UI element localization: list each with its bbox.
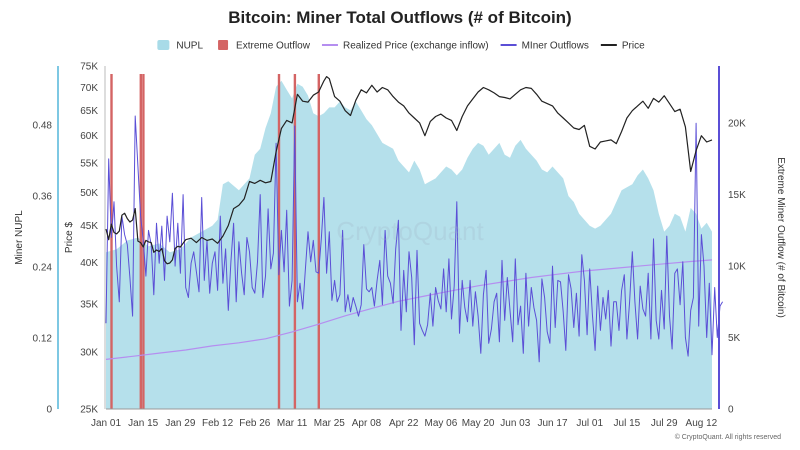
nupl-layer [106, 80, 712, 410]
outflow-tick-label: 0 [728, 405, 734, 416]
copyright-text: © CryptoQuant. All rights reserved [675, 433, 781, 441]
legend-label: MIner Outflows [522, 41, 589, 52]
x-tick-label: Apr 22 [389, 418, 419, 429]
price-tick-label: 75K [80, 62, 98, 73]
x-tick-label: Mar 25 [314, 418, 346, 429]
realized-price-layer [105, 259, 713, 360]
nupl-tick-label: 0.36 [33, 192, 53, 203]
extreme-outflow-bar-5 [317, 74, 320, 409]
legend-item-2: Realized Price (exchange inflow) [321, 41, 489, 52]
price-tick-label: 65K [80, 106, 98, 117]
x-tick-label: Jan 15 [128, 418, 158, 429]
price-tick-label: 50K [80, 188, 98, 199]
price-tick-label: 70K [80, 83, 98, 94]
x-tick-label: May 06 [425, 418, 458, 429]
watermark: CryptoQuant [336, 216, 484, 246]
price-tick-label: 25K [80, 405, 98, 416]
plot-area: CryptoQuant [105, 74, 724, 410]
x-tick-label: Jun 03 [500, 418, 530, 429]
x-tick-label: Feb 12 [202, 418, 234, 429]
x-tick-label: Mar 11 [277, 418, 308, 429]
outflow-tick-label: 5K [728, 333, 741, 344]
legend-swatch [218, 40, 229, 50]
legend-item-3: MIner Outflows [500, 41, 589, 52]
nupl-tick-label: 0.24 [33, 263, 53, 274]
nupl-axis-title: Miner NUPL [14, 210, 25, 265]
x-tick-label: Jul 15 [614, 418, 641, 429]
legend-label: Realized Price (exchange inflow) [343, 41, 489, 52]
legend-label: Extreme Outflow [236, 41, 311, 52]
x-tick-label: Jun 17 [537, 418, 567, 429]
price-tick-label: 45K [80, 221, 98, 232]
legend-item-0: NUPL [157, 40, 203, 52]
price-tick-label: 35K [80, 299, 98, 310]
outflow-tick-label: 15K [728, 190, 746, 201]
extreme-outflow-bar-4 [293, 74, 297, 409]
x-tick-label: Jul 01 [576, 418, 603, 429]
legend-label: Price [622, 41, 645, 52]
legend-label: NUPL [176, 41, 203, 52]
nupl-tick-label: 0 [46, 405, 52, 416]
extreme-outflow-bar-1 [139, 74, 142, 409]
nupl-tick-label: 0.12 [33, 334, 53, 345]
price-tick-label: 40K [80, 258, 98, 269]
x-tick-label: Jan 29 [165, 418, 195, 429]
x-tick-label: Feb 26 [239, 418, 271, 429]
outflow-tick-label: 20K [728, 119, 746, 130]
legend-item-1: Extreme Outflow [218, 40, 311, 52]
miner-outflows-layer [105, 115, 724, 363]
price-tick-label: 55K [80, 158, 98, 169]
legend-item-4: Price [600, 41, 645, 52]
x-tick-label: Jul 29 [651, 418, 678, 429]
axes: Jan 01 Jan 15 Jan 29 Feb 12 Feb 26 Mar 11 Mar … [14, 62, 786, 430]
miner-outflows-line [105, 115, 724, 363]
price-layer [105, 75, 713, 265]
outflow-tick-label: 10K [728, 262, 746, 273]
price-line [105, 75, 713, 265]
extreme-outflow-bar-0 [110, 74, 113, 409]
legend-swatch [157, 40, 170, 50]
x-tick-label: Jan 01 [91, 418, 121, 429]
legend: NUPL Extreme Outflow Realized Price (excha… [157, 40, 645, 52]
nupl-tick-label: 0.48 [33, 121, 53, 132]
price-tick-label: 30K [80, 348, 98, 359]
extreme-outflow-bar-3 [277, 74, 281, 409]
nupl-area [106, 80, 712, 410]
price-tick-label: 60K [80, 131, 98, 142]
x-tick-label: Aug 12 [686, 418, 718, 429]
outflow-axis-title: Extreme Miner Outflow (# of Bitcoin) [775, 157, 786, 318]
x-tick-label: May 20 [462, 418, 495, 429]
realized-price-line [105, 259, 713, 360]
x-tick-label: Apr 08 [352, 418, 382, 429]
chart-title: Bitcoin: Miner Total Outflows (# of Bitc… [228, 8, 571, 27]
price-axis-title: Price $ [64, 222, 75, 254]
